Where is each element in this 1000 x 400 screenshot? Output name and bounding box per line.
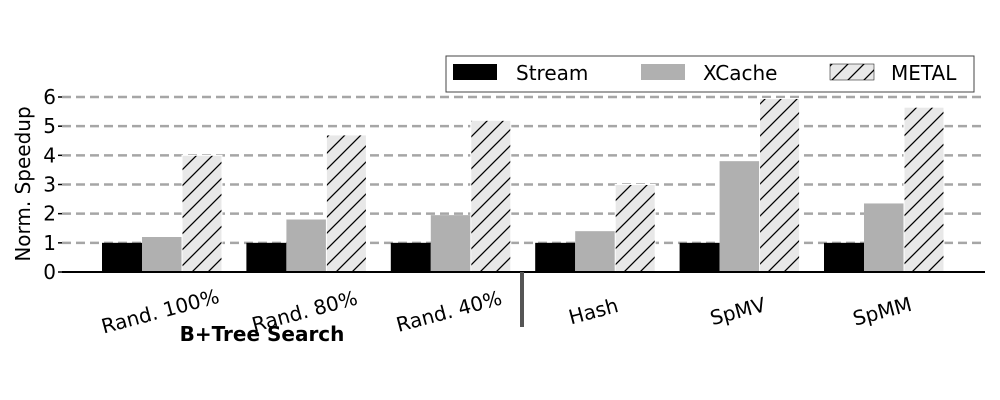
bar-xcache [719, 161, 760, 272]
y-tick-label: 1 [43, 231, 56, 255]
bar-stream [535, 242, 576, 272]
legend-label-metal: METAL [891, 61, 957, 85]
bar-stream [679, 242, 720, 272]
bar-metal [759, 97, 801, 273]
group-title: B+Tree Search [180, 322, 345, 346]
x-category-label: SpMM [850, 292, 914, 331]
bar-xcache [864, 203, 904, 272]
bar-stream [824, 242, 864, 272]
legend-label-stream: Stream [516, 61, 588, 85]
x-category-label: Hash [566, 293, 621, 329]
bar-xcache [142, 237, 182, 272]
bars [102, 97, 945, 273]
bar-stream [390, 242, 431, 272]
bar-metal [903, 106, 945, 273]
y-tick-label: 6 [43, 85, 56, 109]
bar-stream [246, 242, 287, 272]
x-category-label: Rand. 40% [394, 286, 505, 337]
y-axis-title: Norm. Speedup [11, 106, 35, 261]
bar-metal [181, 154, 223, 273]
legend-frame [445, 55, 975, 93]
y-tick-label: 3 [43, 173, 56, 197]
legend-label-xcache: XCache [703, 61, 777, 85]
bar-xcache [286, 219, 327, 272]
bar-metal [470, 119, 512, 273]
bar-metal [325, 134, 367, 273]
bar-metal [614, 184, 656, 273]
legend-swatch-xcache [641, 64, 685, 80]
legend-swatch-stream [453, 64, 497, 80]
bar-xcache [430, 215, 471, 272]
y-tick-label: 2 [43, 202, 56, 226]
y-tick-label: 0 [43, 260, 56, 284]
bar-xcache [575, 231, 616, 272]
legend: Stream XCache METAL [445, 55, 975, 93]
x-category-label: SpMV [707, 292, 768, 330]
legend-swatch-metal [829, 63, 875, 81]
y-tick-label: 5 [43, 114, 56, 138]
y-tick-label: 4 [43, 143, 56, 167]
bar-stream [102, 242, 142, 272]
